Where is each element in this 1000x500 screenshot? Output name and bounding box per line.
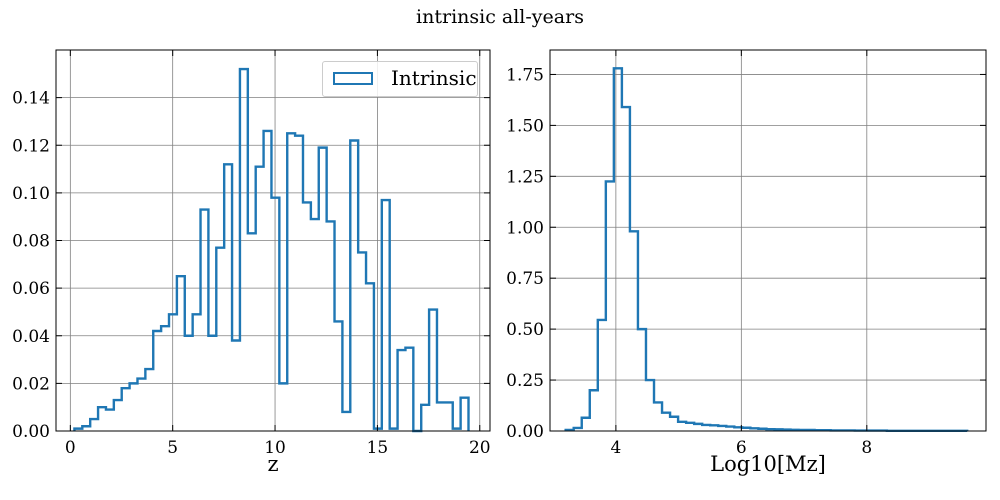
y-tick-label: 1.50 — [506, 116, 544, 136]
histogram-bin — [256, 167, 264, 431]
histogram-bin — [208, 336, 216, 431]
histogram-bin — [287, 133, 295, 431]
histogram-bin — [145, 369, 153, 431]
histogram-bin — [193, 314, 201, 431]
y-tick-label: 0.00 — [12, 422, 50, 442]
y-tick-label: 0.75 — [506, 269, 544, 289]
histogram-bin — [311, 219, 319, 431]
histogram-panel-log10-mz: 4 6 80.000.250.500.751.001.251.501.75 — [506, 50, 986, 458]
histogram-bin — [694, 424, 702, 431]
histogram-bin — [606, 181, 614, 431]
y-tick-label: 0.10 — [12, 184, 50, 204]
y-tick-label: 0.14 — [12, 89, 50, 109]
histogram-bin — [82, 426, 90, 431]
histogram-bin — [201, 210, 209, 431]
y-tick-label: 0.04 — [12, 327, 50, 347]
histogram-bin — [327, 221, 335, 431]
histogram-bin — [106, 410, 114, 431]
histogram-bin — [598, 320, 606, 431]
histogram-bin — [350, 140, 358, 431]
y-tick-label: 0.25 — [506, 371, 544, 391]
legend: Intrinsic — [322, 61, 478, 97]
histogram-bin — [358, 252, 366, 431]
histogram-bin — [630, 231, 638, 431]
histogram-bin — [264, 131, 272, 431]
histogram-bin — [398, 350, 406, 431]
legend-label-intrinsic: Intrinsic — [391, 66, 477, 90]
histogram-bin — [248, 233, 256, 431]
histogram-bin — [421, 405, 429, 431]
histogram-bin — [461, 398, 469, 431]
histogram-bin — [161, 326, 169, 431]
histogram-bin — [646, 380, 654, 431]
y-tick-label: 0.06 — [12, 279, 50, 299]
histogram-bin — [335, 321, 343, 431]
histogram-bin — [429, 310, 437, 431]
histogram-bin — [670, 417, 678, 431]
x-axis-label-z: z — [56, 452, 490, 476]
y-tick-label: 1.25 — [506, 167, 544, 187]
histogram-bin — [216, 248, 224, 431]
legend-swatch-intrinsic — [333, 72, 373, 85]
histogram-bin — [295, 136, 303, 431]
histogram-bin — [702, 425, 710, 431]
histogram-bin — [718, 426, 726, 431]
histogram-bin — [622, 107, 630, 431]
histogram-bin — [590, 390, 598, 431]
histogram-bin — [614, 68, 622, 431]
y-tick-label: 0.50 — [506, 320, 544, 340]
histogram-bin — [271, 198, 279, 431]
histogram-bin — [710, 425, 718, 431]
histogram-bin — [169, 314, 177, 431]
y-tick-label: 0.08 — [12, 232, 50, 252]
histogram-bin — [153, 331, 161, 431]
histogram-panel-z: 0 5 10 15 200.000.020.040.060.080.100.120.14 — [12, 50, 490, 458]
y-tick-label: 0.12 — [12, 136, 50, 156]
histogram-bin — [582, 418, 590, 431]
histogram-bin — [405, 348, 413, 431]
y-tick-label: 0.00 — [506, 422, 544, 442]
histogram-bin — [130, 383, 138, 431]
histogram-bin — [662, 413, 670, 431]
y-tick-label: 1.75 — [506, 65, 544, 85]
histogram-bin — [122, 388, 130, 431]
histogram-bin — [185, 336, 193, 431]
histogram-bin — [224, 164, 232, 431]
histogram-bin — [137, 379, 145, 431]
histogram-bin — [319, 148, 327, 431]
histogram-bin — [366, 283, 374, 431]
histogram-bin — [342, 412, 350, 431]
histogram-bin — [686, 423, 694, 431]
histogram-bin — [240, 69, 248, 431]
y-tick-label: 0.02 — [12, 374, 50, 394]
histogram-bin — [382, 200, 390, 431]
histogram-bin — [638, 329, 646, 431]
histogram-bin — [654, 402, 662, 431]
y-tick-label: 1.00 — [506, 218, 544, 238]
histogram-bin — [98, 407, 106, 431]
histogram-bin — [232, 341, 240, 431]
histogram-bin — [726, 427, 734, 431]
histogram-bin — [445, 402, 453, 431]
histogram-bin — [114, 400, 122, 431]
histogram-bin — [279, 383, 287, 431]
histogram-bin — [90, 419, 98, 431]
histogram-bin — [437, 402, 445, 431]
histogram-bin — [177, 276, 185, 431]
histogram-bin — [303, 202, 311, 431]
histogram-bin — [678, 422, 686, 431]
x-axis-label-log10-mz: Log10[Mz] — [550, 452, 986, 476]
